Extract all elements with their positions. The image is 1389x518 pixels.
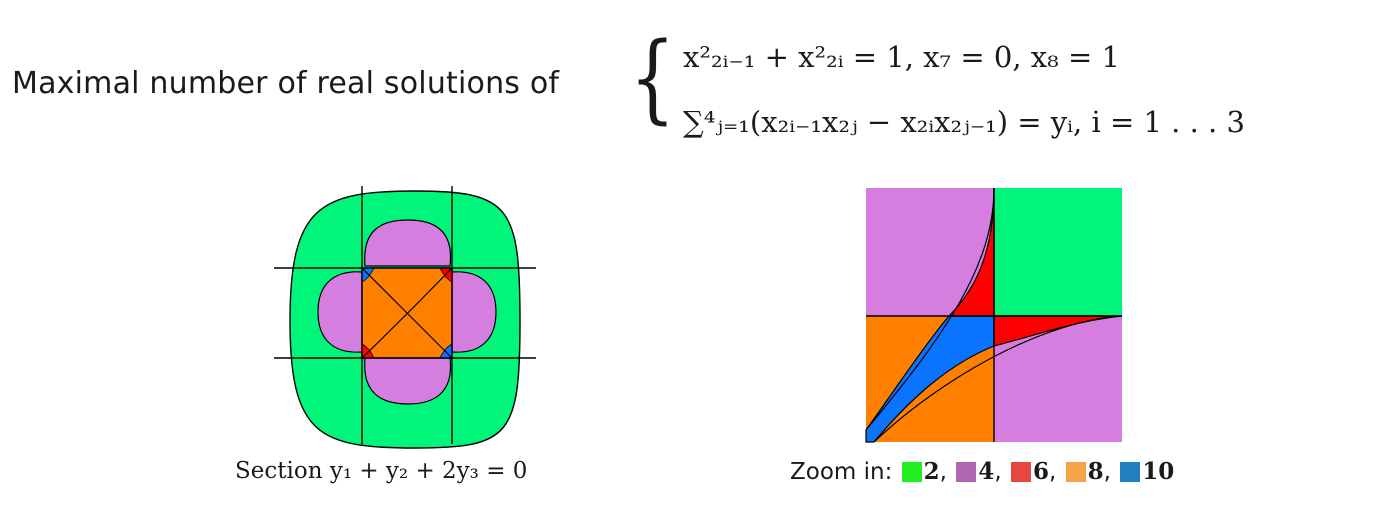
legend-item-6: 6, <box>1010 458 1056 485</box>
legend-label-10: 10 <box>1142 458 1175 485</box>
system-brace: { <box>629 22 676 134</box>
diagonal-curve-b <box>361 267 453 359</box>
zoom-region-green <box>994 188 1122 316</box>
legend-item-4: 4, <box>956 458 1002 485</box>
equation-line-2: ∑⁴ⱼ₌₁(x₂ᵢ₋₁x₂ⱼ − x₂ᵢx₂ⱼ₋₁) = yᵢ, i = 1 .… <box>683 105 1245 139</box>
legend-label-6: 6 <box>1032 458 1049 485</box>
legend-label-2: 2 <box>923 458 940 485</box>
legend-label-4: 4 <box>978 458 995 485</box>
region-bottom-pink <box>364 357 452 405</box>
legend-item-10: 10 <box>1120 458 1174 485</box>
zoom-caption-prefix: Zoom in: <box>790 459 893 485</box>
equation-line-1: x²₂ᵢ₋₁ + x²₂ᵢ = 1, x₇ = 0, x₈ = 1 <box>683 40 1120 74</box>
legend-swatch-6 <box>1010 462 1031 482</box>
region-left-pink <box>317 271 363 353</box>
left-caption-text: Section y₁ + y₂ + 2y₃ = 0 <box>235 458 528 484</box>
section-diagram <box>274 186 536 449</box>
legend-swatch-2 <box>901 462 922 482</box>
right-caption: Zoom in: 2, 4, 6, 8, 10 <box>790 458 1174 485</box>
legend-item-8: 8, <box>1065 458 1111 485</box>
legend-item-2: 2, <box>901 458 947 485</box>
region-right-pink <box>451 271 497 353</box>
legend-label-8: 8 <box>1087 458 1104 485</box>
equation-line-1-text: x²₂ᵢ₋₁ + x²₂ᵢ = 1, x₇ = 0, x₈ = 1 <box>683 40 1120 74</box>
left-caption: Section y₁ + y₂ + 2y₃ = 0 <box>235 458 527 484</box>
region-top-pink <box>364 219 452 267</box>
zoom-diagram <box>865 187 1123 443</box>
zoom-boundary-lower <box>873 315 1123 443</box>
legend-swatch-10 <box>1120 462 1141 482</box>
zoom-boundary-upper <box>865 187 995 431</box>
legend-swatch-4 <box>956 462 977 482</box>
legend-swatch-8 <box>1065 462 1086 482</box>
title-prefix: Maximal number of real solutions of <box>12 66 560 101</box>
equation-line-2-text: ∑⁴ⱼ₌₁(x₂ᵢ₋₁x₂ⱼ − x₂ᵢx₂ⱼ₋₁) = yᵢ, i = 1 .… <box>683 105 1245 139</box>
